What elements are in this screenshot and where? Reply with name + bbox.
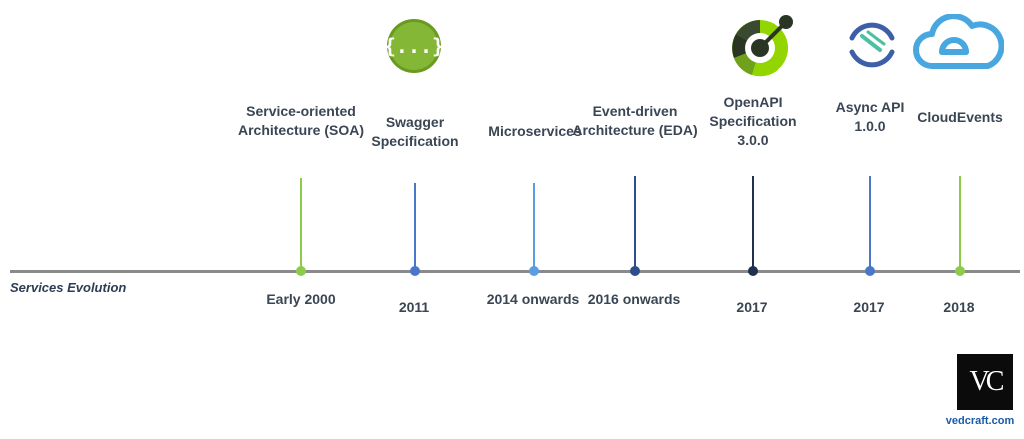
milestone-label: Microservices	[488, 123, 582, 139]
milestone-stem	[414, 183, 416, 270]
milestone-stem	[959, 176, 961, 270]
milestone-label: OpenAPI Specification 3.0.0	[709, 94, 797, 148]
milestone-year: 2014 onwards	[486, 291, 580, 307]
milestone-label: Async API 1.0.0	[835, 99, 905, 134]
milestone-label: Service-oriented Architecture (SOA)	[237, 103, 365, 138]
milestone-dot	[955, 266, 965, 276]
timeline-axis	[10, 270, 1020, 273]
site-link[interactable]: vedcraft.com	[945, 415, 1015, 427]
timeline-title: Services Evolution	[10, 280, 127, 295]
milestone-dot	[529, 266, 539, 276]
cloudevents-icon	[912, 13, 1005, 76]
milestone-year: 2017	[736, 299, 768, 315]
milestone-dot	[296, 266, 306, 276]
milestone-dot	[748, 266, 758, 276]
milestone-stem	[533, 183, 535, 270]
milestone-stem	[869, 176, 871, 270]
milestone-year: 2017	[853, 299, 885, 315]
swagger-icon: {...}	[384, 18, 444, 74]
milestone-label: Event-driven Architecture (EDA)	[572, 103, 698, 138]
swagger-icon-text: {...}	[386, 34, 442, 58]
milestone-dot	[630, 266, 640, 276]
milestone-stem	[634, 176, 636, 270]
vedcraft-monogram: VC	[969, 366, 1005, 397]
milestone-stem	[752, 176, 754, 270]
milestone-label: CloudEvents	[917, 109, 1003, 125]
milestone-dot	[410, 266, 420, 276]
asyncapi-icon	[846, 16, 898, 74]
milestone-year: Early 2000	[266, 291, 336, 307]
milestone-stem	[300, 178, 302, 270]
vedcraft-logo: VC	[957, 354, 1013, 410]
milestone-year: 2011	[398, 299, 430, 315]
milestone-dot	[865, 266, 875, 276]
milestone-year: 2016 onwards	[587, 291, 681, 307]
milestone-label: Swagger Specification	[371, 114, 459, 149]
milestone-year: 2018	[943, 299, 975, 315]
openapi-icon	[730, 12, 796, 78]
